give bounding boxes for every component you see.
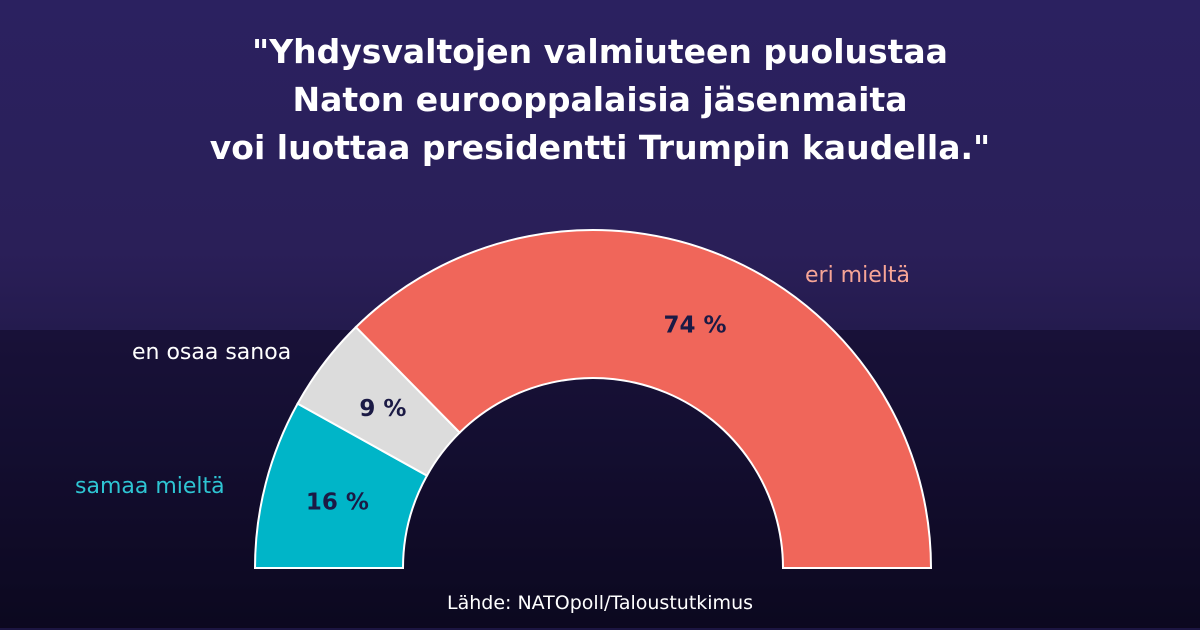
chart-title: "Yhdysvaltojen valmiuteen puolustaa Nato… [0, 28, 1200, 172]
source-note: Lähde: NATOpoll/Taloustutkimus [446, 592, 754, 614]
value-label-0: 16 % [306, 490, 369, 516]
value-label-2: 74 % [663, 312, 726, 338]
category-label-en-osaa-sanoa: en osaa sanoa [132, 340, 292, 365]
value-label-1: 9 % [359, 396, 406, 422]
background-tank-silhouette [0, 330, 1200, 630]
category-label-eri-mielta: eri mieltä [805, 263, 910, 288]
title-line-1: "Yhdysvaltojen valmiuteen puolustaa [252, 32, 948, 71]
segment-2 [354, 229, 933, 569]
category-label-samaa-mielta: samaa mieltä [75, 474, 225, 499]
title-line-3: voi luottaa presidentti Trumpin kaudella… [209, 128, 991, 167]
title-line-2: Naton eurooppalaisia jäsenmaita [292, 80, 908, 119]
